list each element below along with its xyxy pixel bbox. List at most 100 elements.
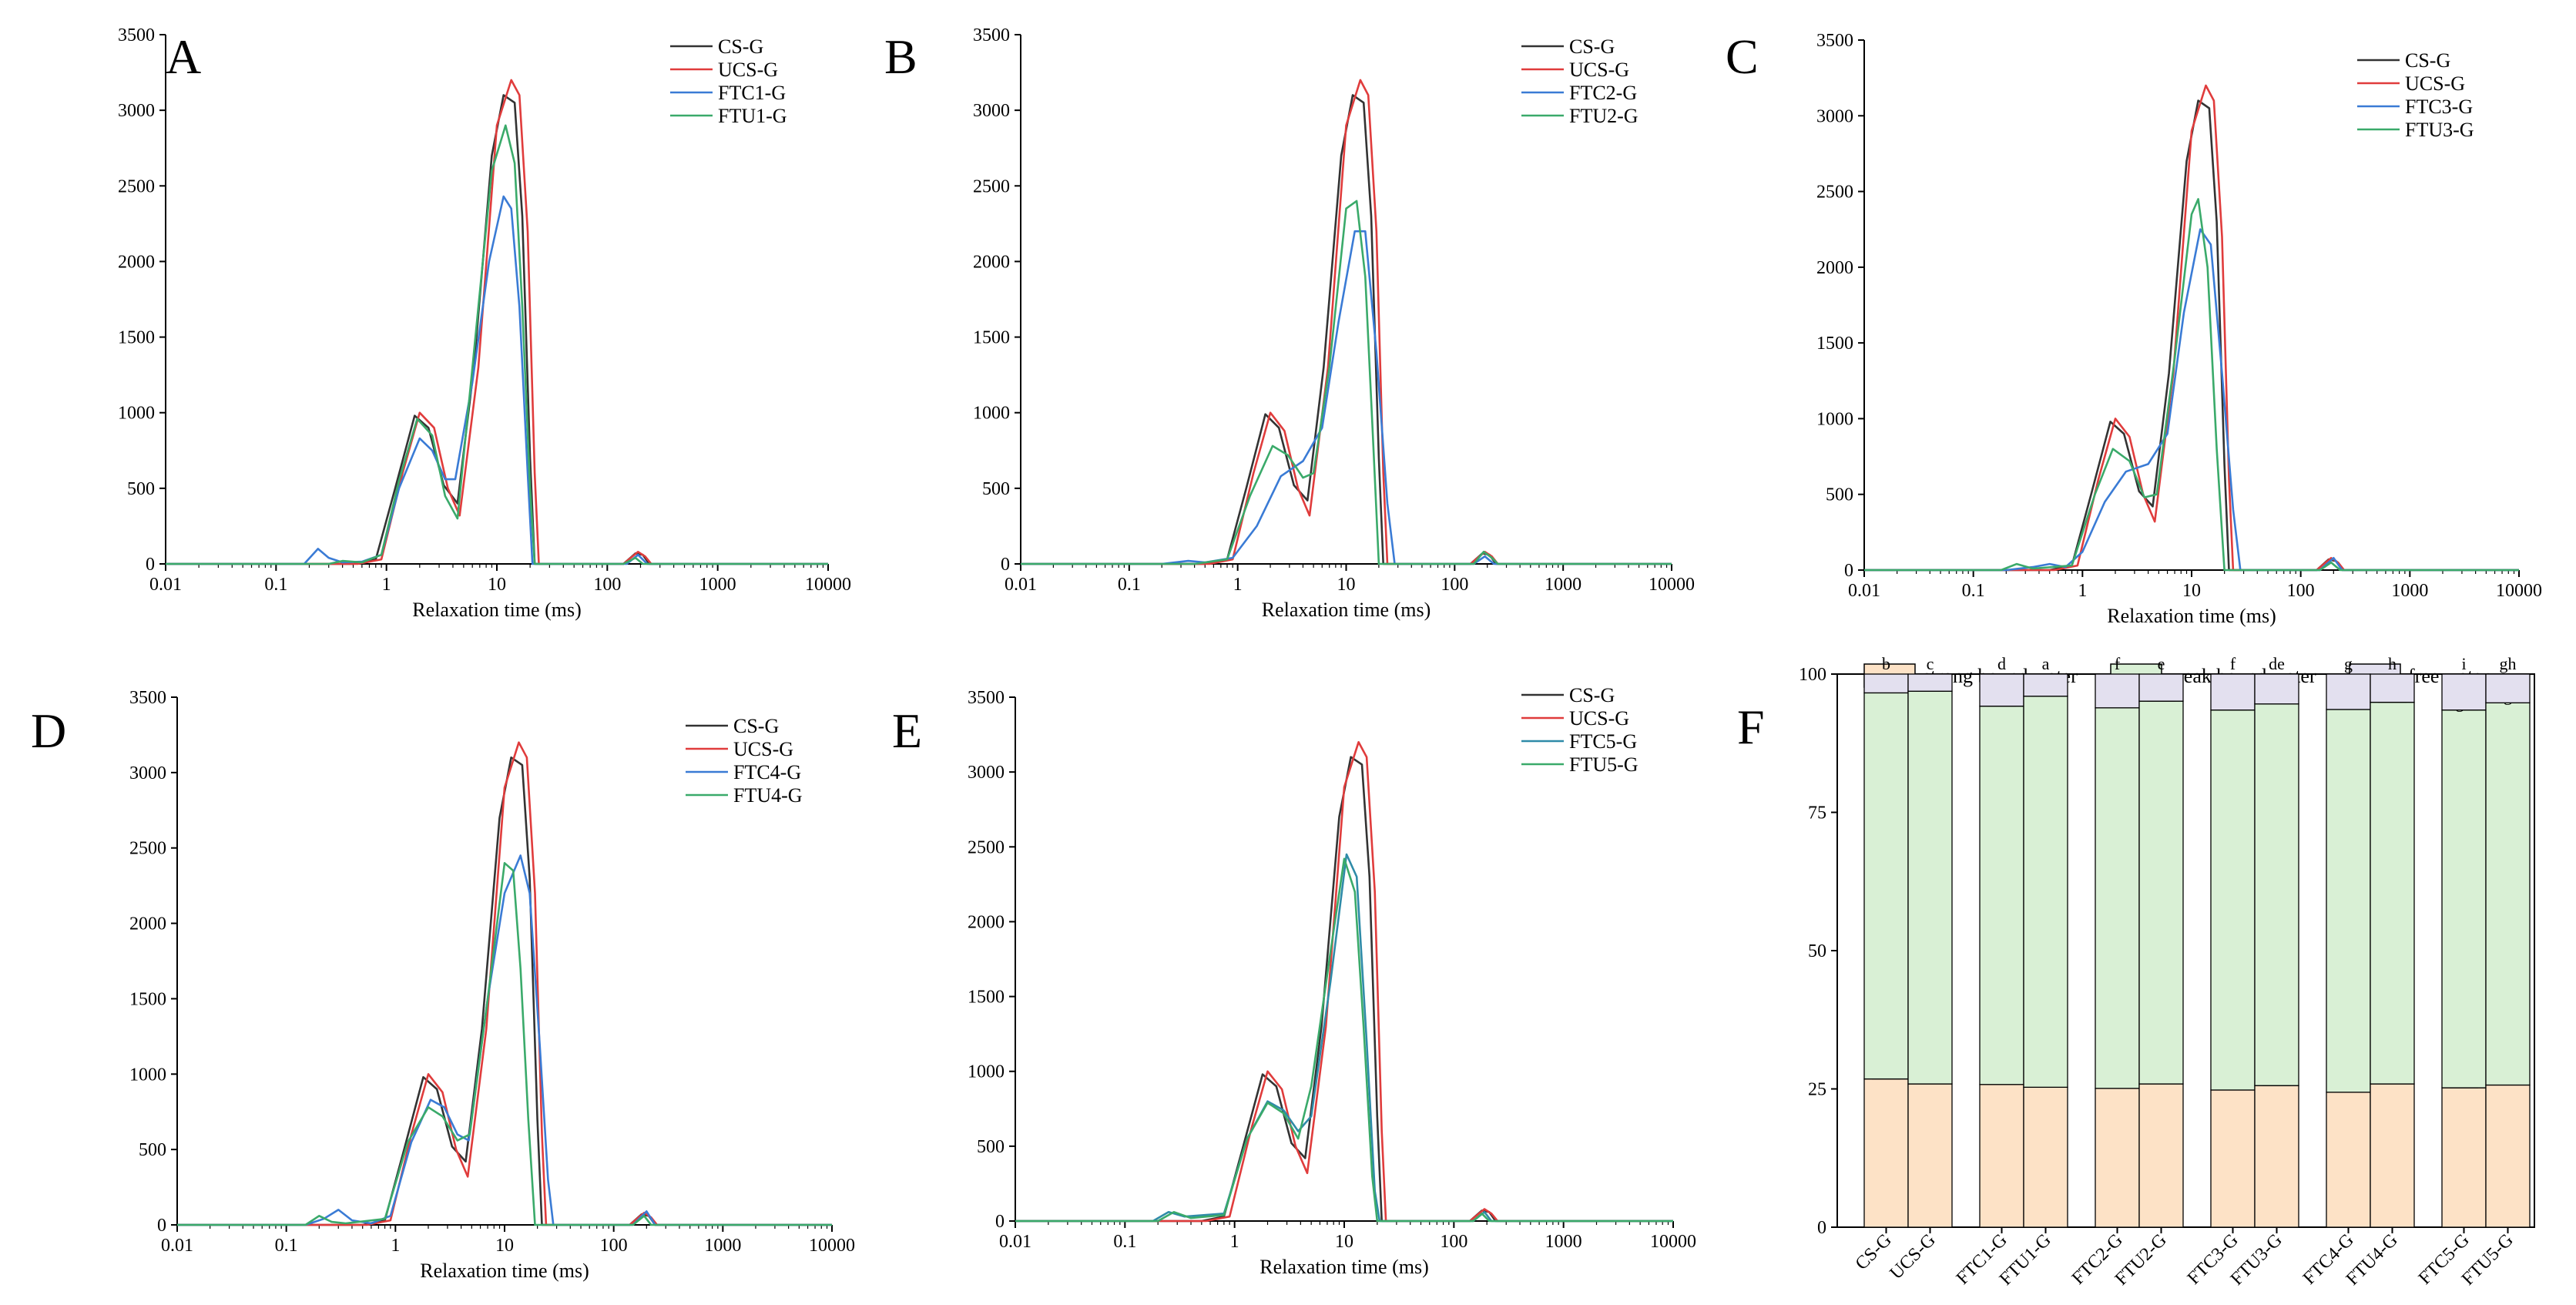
panel-a-ytick-label: 0	[146, 555, 155, 575]
panel-b-ytick-label: 0	[1001, 555, 1010, 575]
panel-a-xtick-label: 100	[593, 575, 621, 595]
panel-d-xtick-label: 100	[600, 1236, 628, 1256]
panel-a-legend-label: UCS-G	[718, 59, 778, 81]
panel-e-legend-label: UCS-G	[1569, 707, 1629, 730]
panel-b-xtick-label: 10	[1337, 575, 1356, 595]
panel-b-xtick-label: 0.01	[1005, 575, 1037, 595]
panel-f-bar-strong-bound-water	[2441, 1087, 2487, 1228]
panel-f-bar-strong-bound-water	[2138, 1083, 2184, 1228]
panel-f-bar-weak-bound-water	[1979, 705, 2024, 1085]
panel-c-xtick-label: 0.1	[1962, 581, 1985, 601]
panel-f-bar-weak-bound-water	[1907, 690, 1953, 1085]
panel-f-bar-free-water	[2254, 673, 2299, 705]
panel-f-bar-weak-bound-water	[2326, 709, 2371, 1093]
panel-d-ytick-label: 1000	[129, 1065, 166, 1085]
panel-d-ytick-label: 500	[139, 1140, 166, 1160]
panel-b-legend-label: UCS-G	[1569, 59, 1629, 81]
panel-f-bar-strong-bound-water	[2210, 1089, 2256, 1228]
panel-a-series-cs-g	[166, 94, 828, 565]
panel-d-series-ucs-g	[177, 741, 832, 1226]
panel-e-ytick-label: 500	[977, 1137, 1005, 1157]
panel-f-bar-free-water	[1863, 673, 1909, 694]
panel-b-ytick-label: 3000	[973, 101, 1010, 121]
panel-c-xtick-label: 1	[2078, 581, 2087, 601]
panel-e-ytick-label: 2500	[968, 837, 1005, 857]
panel-f-sig-letter: i	[2461, 654, 2466, 673]
panel-c-series-ftu3-g	[1864, 198, 2519, 572]
panel-a-ytick-label: 3500	[118, 25, 155, 45]
panel-f-bar-strong-bound-water	[2485, 1084, 2531, 1228]
panel-a-xtick-label: 0.01	[149, 575, 182, 595]
panel-a-series-ftu1-g	[166, 124, 828, 565]
panel-f-bar-weak-bound-water	[2095, 707, 2140, 1089]
panel-c-legend-label: FTC3-G	[2405, 96, 2473, 118]
panel-d-ytick-label: 2500	[129, 839, 166, 859]
panel-c-xtick-label: 100	[2287, 581, 2315, 601]
panel-e-legend-label: FTC5-G	[1569, 730, 1637, 753]
panel-e-label: E	[892, 703, 922, 758]
panel-a-ytick-label: 1000	[118, 404, 155, 424]
panel-f-sig-letter: c	[1927, 654, 1934, 673]
panel-e-legend-label: CS-G	[1569, 684, 1615, 706]
panel-b-series-ftu2-g	[1021, 200, 1672, 565]
panel-e-ytick-label: 0	[995, 1212, 1005, 1232]
panel-f-ytick-label: 100	[1799, 665, 1826, 685]
panel-f-bar-weak-bound-water	[2138, 700, 2184, 1085]
panel-f-sig-letter: gh	[2500, 654, 2517, 673]
panel-b-ytick-label: 1000	[973, 404, 1010, 424]
panel-c-xtick-label: 0.01	[1848, 581, 1880, 601]
panel-f-bar-weak-bound-water	[2210, 710, 2256, 1091]
panel-e-xtick-label: 10	[1335, 1232, 1353, 1252]
panel-c-ytick-label: 1000	[1816, 409, 1853, 429]
panel-f-bar-free-water	[2370, 673, 2415, 703]
panel-f-bar-strong-bound-water	[2254, 1085, 2299, 1228]
panel-b-xtick-label: 10000	[1649, 575, 1695, 595]
panel-d-ytick-label: 0	[157, 1216, 166, 1236]
panel-a-xtick-label: 0.1	[264, 575, 287, 595]
panel-f-bar-weak-bound-water	[1863, 692, 1909, 1080]
panel-a-xlabel: Relaxation time (ms)	[412, 599, 582, 621]
panel-f-ytick-label: 75	[1808, 803, 1826, 824]
panel-c-xtick-label: 10000	[2496, 581, 2542, 601]
panel-e-ytick-label: 2000	[968, 912, 1005, 932]
panel-f-sig-letter: f	[2230, 654, 2236, 673]
panel-a-legend-label: FTC1-G	[718, 82, 786, 104]
panel-a-xtick-label: 10000	[805, 575, 851, 595]
panel-f-sig-letter: d	[1997, 654, 2006, 673]
panel-c-ytick-label: 1500	[1816, 334, 1853, 354]
panel-e-xtick-label: 10000	[1650, 1232, 1696, 1252]
panel-a-series-ftc1-g	[166, 195, 828, 565]
panel-f-bar-strong-bound-water	[2023, 1086, 2068, 1228]
panel-e-xtick-label: 0.01	[999, 1232, 1031, 1252]
panel-f-sig-letter: de	[2269, 654, 2285, 673]
panel-f-bar-weak-bound-water	[2370, 701, 2415, 1085]
panel-e-ytick-label: 3500	[968, 688, 1005, 708]
panel-d-xtick-label: 10	[495, 1236, 514, 1256]
panel-f-ytick-label: 50	[1808, 941, 1826, 961]
panel-c-legend-label: CS-G	[2405, 49, 2450, 72]
panel-a-ytick-label: 2500	[118, 176, 155, 196]
panel-e-legend-label: FTU5-G	[1569, 753, 1639, 776]
panel-b-ytick-label: 500	[982, 479, 1010, 499]
panel-f-bar-free-water	[1907, 673, 1953, 692]
panel-f-bar-strong-bound-water	[1863, 1078, 1909, 1228]
panel-e-xtick-label: 0.1	[1113, 1232, 1136, 1252]
panel-e-series-ucs-g	[1015, 741, 1673, 1223]
panel-f-bar-weak-bound-water	[2254, 703, 2299, 1086]
panel-d-series-ftc4-g	[177, 854, 832, 1226]
panel-b-legend-label: CS-G	[1569, 35, 1615, 58]
panel-a-legend-label: CS-G	[718, 35, 763, 58]
panel-a-ytick-label: 1500	[118, 328, 155, 348]
panel-c-xtick-label: 1000	[2391, 581, 2428, 601]
panel-b-ytick-label: 3500	[973, 25, 1010, 45]
panel-b-series-ucs-g	[1021, 79, 1672, 565]
panel-e-xtick-label: 1000	[1545, 1232, 1582, 1252]
panel-d-legend-label: FTC4-G	[733, 761, 801, 783]
panel-d-xtick-label: 10000	[809, 1236, 855, 1256]
panel-c-ytick-label: 500	[1826, 485, 1853, 505]
panel-c-ytick-label: 0	[1844, 561, 1853, 581]
panel-e-ytick-label: 3000	[968, 763, 1005, 783]
panel-a-xtick-label: 1000	[699, 575, 736, 595]
panel-b-ytick-label: 2000	[973, 252, 1010, 272]
panel-d-series-ftu4-g	[177, 862, 832, 1226]
